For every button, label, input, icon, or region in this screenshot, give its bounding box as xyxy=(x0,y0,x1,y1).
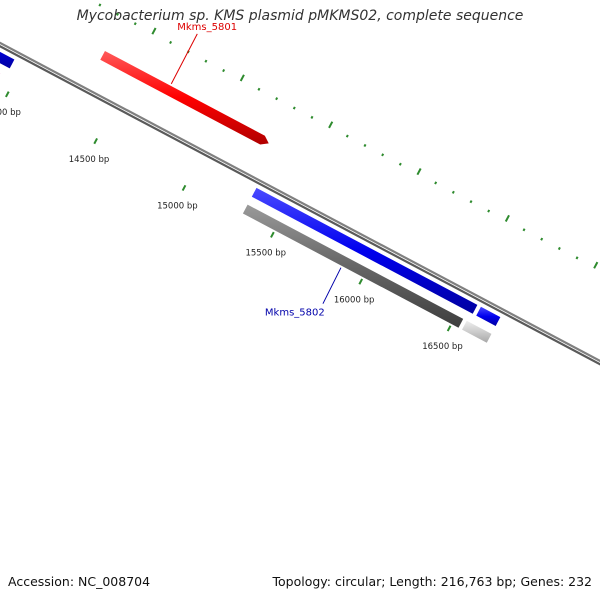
scale-label-tick xyxy=(181,184,187,192)
scale-tick xyxy=(593,261,599,269)
scale-label-tick xyxy=(446,325,452,332)
gene-features xyxy=(0,50,501,343)
scale-tick xyxy=(310,115,314,119)
scale-label: 14000 bp xyxy=(0,108,21,118)
gene-arrow xyxy=(0,51,15,69)
scale-tick xyxy=(416,168,422,176)
gene-label: Mkms_5802 xyxy=(265,308,325,319)
scale-tick xyxy=(451,190,455,194)
gene-arrow xyxy=(476,306,501,326)
topology-summary: Topology: circular; Length: 216,763 bp; … xyxy=(272,574,593,589)
scale-tick xyxy=(345,134,349,138)
scale-tick xyxy=(469,200,473,204)
scale-tick xyxy=(398,162,402,166)
scale-label-tick xyxy=(93,137,98,145)
gene-label-leader xyxy=(170,33,198,85)
backbone xyxy=(0,41,600,366)
scale-labels: 14000 bp 14500 bp 15000 bp 15500 bp 16000 bp… xyxy=(0,91,463,352)
scale-tick xyxy=(275,97,279,101)
accession-text: Accession: NC_008704 xyxy=(8,574,151,589)
scale-tick xyxy=(133,22,137,26)
gene-arrow xyxy=(100,50,269,145)
backbone-line xyxy=(0,45,600,366)
scale-label-tick xyxy=(358,278,364,285)
scale-tick xyxy=(292,106,296,110)
scale-tick xyxy=(487,209,491,213)
scale-label: 15500 bp xyxy=(245,249,286,259)
backbone-line xyxy=(0,41,600,363)
scale-ticks xyxy=(98,3,599,269)
scale-label: 15000 bp xyxy=(157,202,198,212)
scale-tick xyxy=(381,153,385,157)
gene-arrow xyxy=(242,204,464,328)
scale-tick xyxy=(540,237,544,241)
gene-labels: Mkms_5801 Mkms_5802 xyxy=(170,22,342,319)
scale-tick xyxy=(328,121,334,129)
scale-tick xyxy=(239,74,245,82)
gene-arrow xyxy=(251,187,478,314)
scale-tick xyxy=(557,246,561,251)
scale-tick xyxy=(98,3,102,7)
scale-tick xyxy=(363,143,367,148)
scale-tick xyxy=(434,181,438,185)
scale-label-tick xyxy=(270,231,275,238)
scale-tick xyxy=(504,214,510,222)
scale-label: 16000 bp xyxy=(334,295,375,305)
map-title: Mycobacterium sp. KMS plasmid pMKMS02, c… xyxy=(76,8,524,24)
scale-tick xyxy=(575,256,579,260)
gene-label-leader xyxy=(322,267,342,304)
scale-tick xyxy=(169,40,173,45)
scale-tick xyxy=(222,68,226,73)
scale-tick xyxy=(522,228,526,232)
scale-tick xyxy=(204,59,208,63)
gene-arrow xyxy=(462,320,492,343)
scale-label-tick xyxy=(5,91,10,98)
gene-label: Mkms_5801 xyxy=(177,22,237,33)
scale-tick xyxy=(116,12,120,16)
scale-tick xyxy=(257,87,261,91)
scale-label: 14500 bp xyxy=(69,155,110,165)
scale-label: 16500 bp xyxy=(422,342,463,352)
scale-tick xyxy=(151,27,157,35)
